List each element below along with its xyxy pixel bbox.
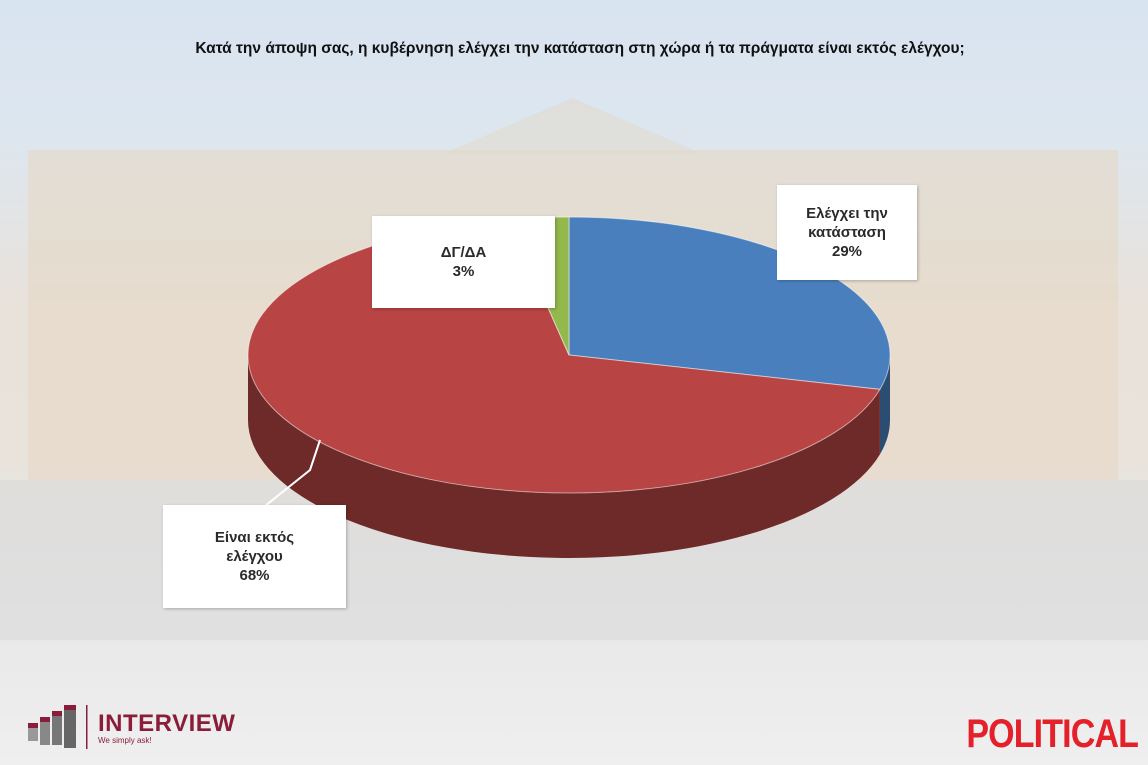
slice-label-line: ελέγχου bbox=[226, 548, 283, 565]
pie-slice-side bbox=[248, 355, 880, 559]
slice-label-dk-na: ΔΓ/ΔΑ 3% bbox=[372, 216, 555, 308]
slice-label-line: Είναι εκτός bbox=[214, 529, 295, 546]
bars-logo-icon bbox=[28, 705, 88, 749]
slice-value: 68% bbox=[239, 567, 270, 584]
slice-label-line: κατάσταση bbox=[808, 224, 886, 241]
slice-label-line: Ελέγχει την bbox=[806, 205, 888, 222]
slice-value: 3% bbox=[452, 263, 475, 280]
slice-label-line: ΔΓ/ΔΑ bbox=[440, 244, 487, 261]
chart-title: Κατά την άποψη σας, η κυβέρνηση ελέγχει … bbox=[195, 40, 965, 57]
leader-line bbox=[259, 439, 321, 511]
pie-slice-side bbox=[879, 355, 890, 455]
interview-tagline: We simply ask! bbox=[98, 735, 152, 745]
interview-logo: INTERVIEW We simply ask! bbox=[24, 703, 235, 751]
slice-label-out-of-control: Είναι εκτός ελέγχου 68% bbox=[163, 505, 346, 608]
political-logo: POLITICAL bbox=[966, 712, 1139, 756]
interview-name: INTERVIEW bbox=[98, 709, 236, 737]
slice-value: 29% bbox=[831, 243, 863, 260]
slice-label-controls: Ελέγχει την κατάσταση 29% bbox=[777, 185, 917, 280]
